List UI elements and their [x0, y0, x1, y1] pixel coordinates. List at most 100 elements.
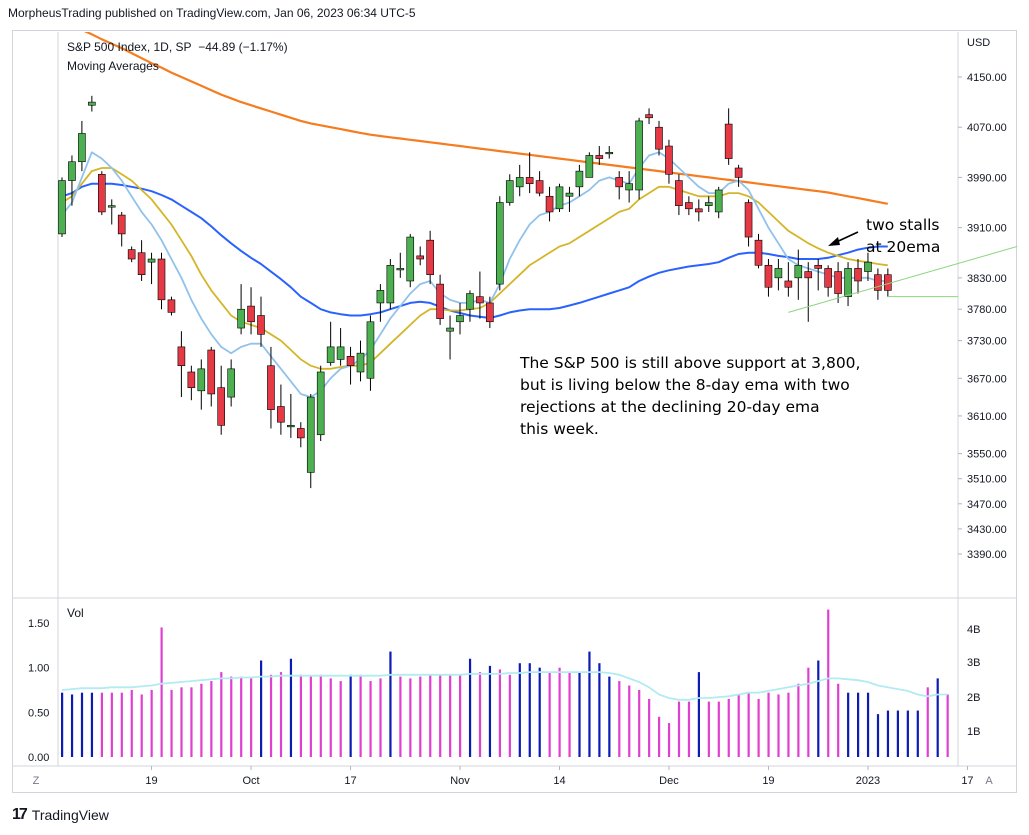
volume-bar	[369, 681, 372, 757]
volume-bar	[837, 683, 840, 757]
candle-body	[645, 114, 653, 119]
price-tick-label: 3670.00	[967, 373, 1007, 385]
time-tick-label: 14	[553, 775, 565, 787]
candle-body	[476, 296, 484, 304]
chart-frame	[12, 30, 1017, 793]
volume-bar	[319, 674, 322, 757]
candle-body	[714, 189, 723, 213]
volume-bar	[150, 690, 153, 757]
volume-bar	[707, 701, 710, 757]
tradingview-logo[interactable]: 17	[12, 806, 28, 823]
ema200-line	[83, 32, 889, 205]
auto-scale-right-button[interactable]: A	[985, 775, 993, 787]
candle-body	[615, 177, 624, 188]
volume-bar	[608, 676, 611, 757]
volume-right-tick: 1B	[967, 726, 980, 738]
candle-body	[605, 152, 614, 155]
candle-body	[88, 101, 96, 106]
symbol-label[interactable]: S&P 500 Index, 1D, SP	[67, 40, 192, 54]
commentary-line: rejections at the declining 20-day ema	[520, 398, 820, 416]
candle-body	[864, 261, 872, 272]
auto-scale-left-button[interactable]: Z	[32, 775, 40, 787]
volume-bar	[687, 701, 691, 757]
volume-bar	[80, 692, 84, 757]
candle-body	[296, 428, 305, 439]
price-tick-label: 3610.00	[967, 411, 1007, 423]
candle-body	[724, 123, 733, 159]
candle-body	[565, 192, 574, 197]
volume-bar	[170, 690, 173, 757]
candle-body	[147, 258, 156, 263]
candle-body	[585, 155, 594, 178]
price-tick-label: 3910.00	[967, 223, 1007, 235]
candle-body	[535, 180, 544, 194]
candle-body	[227, 368, 235, 398]
volume-bar	[618, 681, 621, 757]
time-tick-label: Dec	[659, 775, 679, 787]
volume-bar	[658, 716, 661, 757]
candle-body	[764, 264, 773, 288]
candle-body	[704, 202, 713, 206]
volume-bar	[379, 678, 382, 757]
volume-bar	[120, 692, 123, 757]
candle-body	[466, 293, 474, 310]
candle-body	[555, 186, 564, 210]
volume-bar	[598, 663, 601, 757]
time-tick-label: 2023	[856, 775, 880, 787]
volume-right-tick: 4B	[967, 624, 980, 636]
time-tick-label: 17	[344, 775, 356, 787]
volume-bar	[389, 651, 392, 757]
price-tick-label: 3510.00	[967, 474, 1007, 486]
stalls-line-1: two stalls	[866, 216, 940, 234]
candle-body	[635, 120, 643, 191]
candle-body	[336, 346, 345, 360]
candle-body	[117, 214, 126, 235]
time-tick-label: 17	[961, 775, 973, 787]
candle-body	[844, 268, 852, 297]
volume-bar	[399, 676, 402, 757]
candle-body	[525, 177, 534, 184]
candle-body	[137, 252, 146, 276]
candle-body	[495, 202, 504, 285]
candle-body	[804, 271, 813, 279]
volume-left-tick: 1.00	[28, 663, 49, 675]
volume-label[interactable]: Vol	[67, 606, 84, 620]
volume-bar	[130, 690, 133, 757]
volume-bar	[230, 676, 233, 757]
candle-body	[78, 133, 86, 163]
volume-bar	[180, 687, 183, 757]
volume-bar	[697, 672, 700, 757]
price-tick-label: 3990.00	[967, 172, 1007, 184]
volume-bar	[518, 663, 521, 757]
volume-bar	[677, 701, 681, 757]
candle-body	[157, 258, 166, 301]
stalls-annotation: two stalls at 20ema	[866, 214, 940, 258]
volume-bar	[667, 723, 671, 757]
candle-body	[545, 195, 554, 213]
volume-bar	[160, 627, 163, 757]
candle-body	[625, 183, 633, 191]
candle-body	[416, 255, 425, 260]
candle-body	[874, 274, 882, 291]
volume-bar	[946, 694, 949, 757]
candle-body	[436, 283, 444, 319]
stalls-arrow-head	[828, 237, 840, 246]
volume-bar	[299, 674, 302, 757]
volume-bar	[110, 692, 113, 757]
volume-bar	[478, 672, 482, 757]
indicator-label[interactable]: Moving Averages	[67, 59, 159, 73]
candle-body	[247, 305, 255, 323]
volume-bar	[449, 674, 452, 757]
candle-body	[396, 268, 405, 271]
candle-body	[685, 202, 693, 210]
volume-bar	[498, 669, 501, 757]
tradingview-brand[interactable]: TradingView	[31, 807, 109, 823]
candle-body	[366, 321, 375, 379]
volume-bar	[220, 672, 223, 757]
volume-bar	[339, 681, 342, 757]
volume-bar	[359, 674, 362, 757]
volume-bar	[329, 678, 332, 757]
candle-body	[207, 349, 216, 395]
volume-bar	[578, 672, 581, 757]
